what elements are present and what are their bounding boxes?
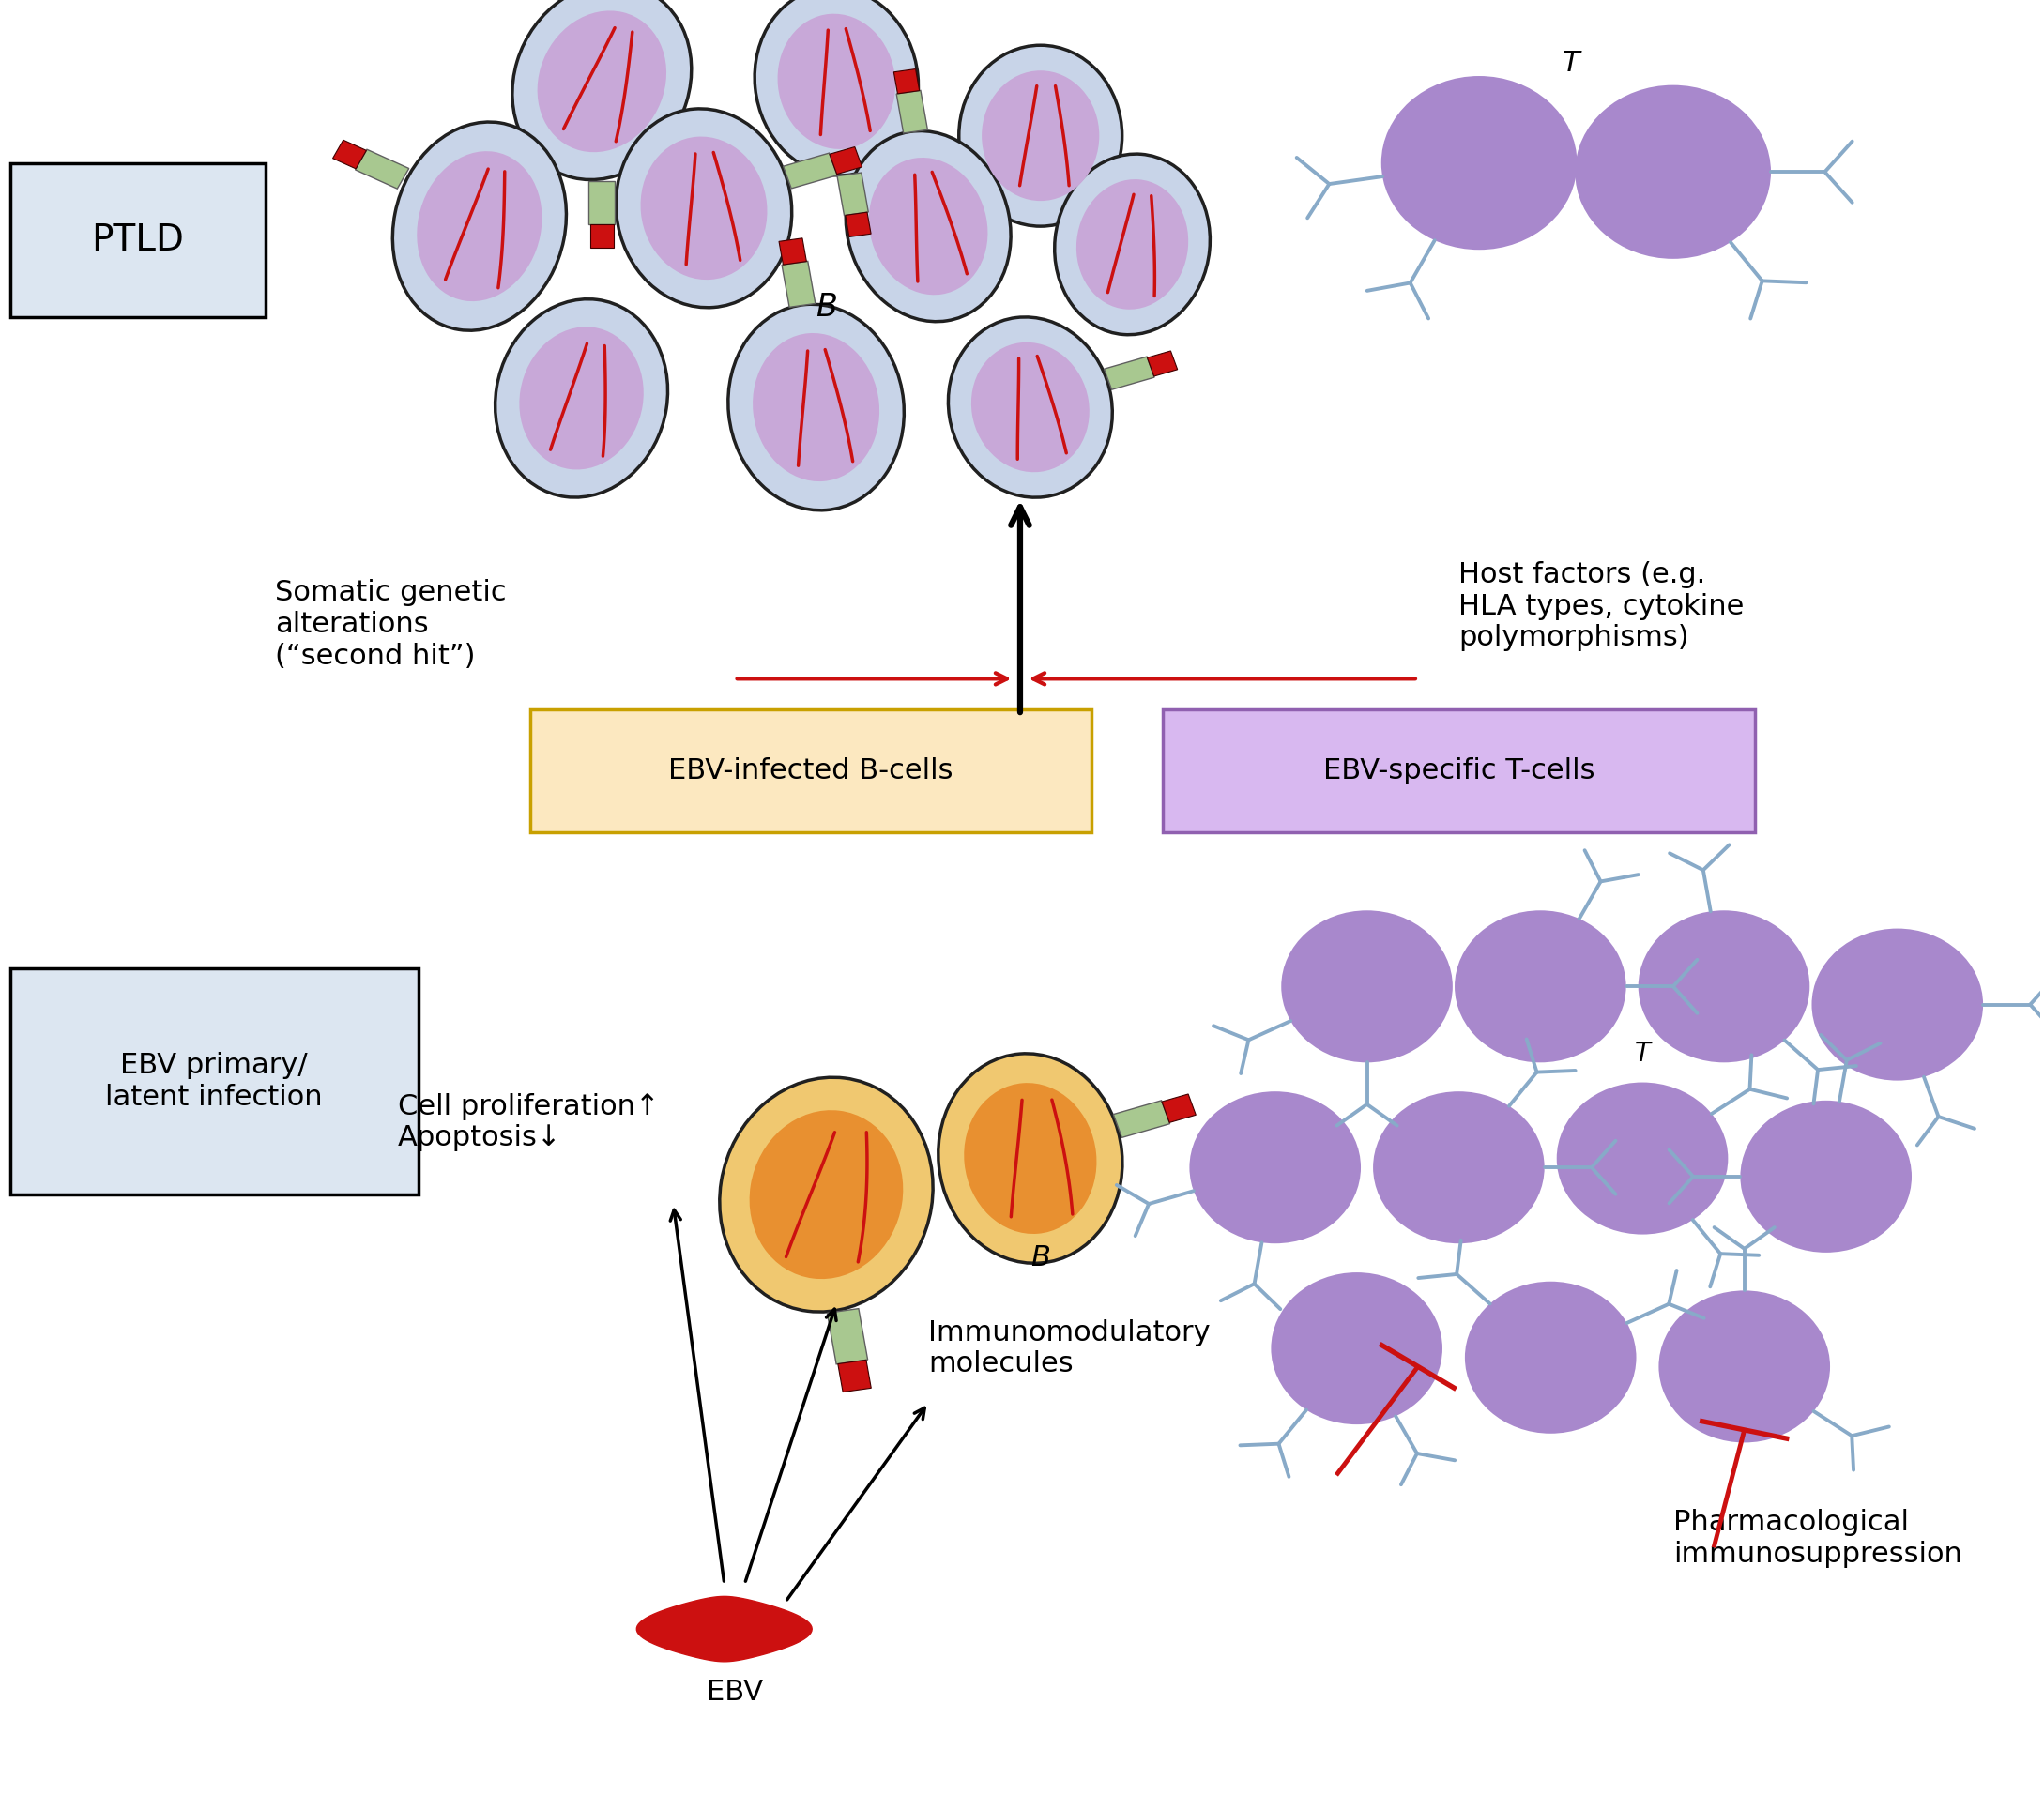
Ellipse shape xyxy=(869,157,987,295)
Ellipse shape xyxy=(1077,179,1188,310)
Text: PTLD: PTLD xyxy=(92,223,184,257)
Text: Somatic genetic
alterations
(“second hit”): Somatic genetic alterations (“second hit… xyxy=(276,579,507,670)
Circle shape xyxy=(1382,76,1578,250)
Polygon shape xyxy=(591,224,613,248)
Ellipse shape xyxy=(538,11,666,152)
Text: EBV-specific T-cells: EBV-specific T-cells xyxy=(1322,757,1594,786)
Ellipse shape xyxy=(728,304,903,510)
Text: Cell proliferation↑
Apoptosis↓: Cell proliferation↑ Apoptosis↓ xyxy=(399,1093,660,1151)
Circle shape xyxy=(1466,1281,1637,1434)
Ellipse shape xyxy=(615,109,791,308)
Ellipse shape xyxy=(948,317,1112,498)
Text: EBV primary/
latent infection: EBV primary/ latent infection xyxy=(106,1052,323,1111)
Text: T: T xyxy=(1562,49,1580,78)
Polygon shape xyxy=(897,90,928,134)
Ellipse shape xyxy=(640,136,766,281)
Circle shape xyxy=(1271,1272,1443,1424)
Polygon shape xyxy=(783,154,838,188)
Ellipse shape xyxy=(754,0,918,176)
FancyBboxPatch shape xyxy=(10,968,419,1195)
Ellipse shape xyxy=(965,1082,1096,1234)
Polygon shape xyxy=(1147,351,1177,376)
Polygon shape xyxy=(781,261,816,308)
Circle shape xyxy=(1639,910,1809,1062)
Polygon shape xyxy=(893,69,920,94)
FancyBboxPatch shape xyxy=(531,710,1091,833)
Circle shape xyxy=(1576,85,1770,259)
Circle shape xyxy=(1455,910,1627,1062)
Circle shape xyxy=(1374,1091,1545,1243)
Circle shape xyxy=(1558,1082,1727,1234)
Polygon shape xyxy=(838,172,869,215)
Polygon shape xyxy=(333,139,366,168)
Ellipse shape xyxy=(417,152,542,300)
Text: B: B xyxy=(816,291,836,324)
Ellipse shape xyxy=(971,342,1089,472)
Text: T: T xyxy=(1635,1041,1650,1066)
Ellipse shape xyxy=(938,1053,1122,1263)
Ellipse shape xyxy=(495,299,668,498)
Ellipse shape xyxy=(846,130,1012,322)
Polygon shape xyxy=(846,212,871,237)
Ellipse shape xyxy=(1055,154,1210,335)
Ellipse shape xyxy=(750,1110,903,1280)
Text: EBV: EBV xyxy=(707,1678,762,1707)
Circle shape xyxy=(1739,1100,1911,1253)
Polygon shape xyxy=(828,1309,869,1365)
Text: EBV-infected B-cells: EBV-infected B-cells xyxy=(668,757,953,786)
Polygon shape xyxy=(636,1596,811,1662)
FancyBboxPatch shape xyxy=(1163,710,1754,833)
Ellipse shape xyxy=(959,45,1122,226)
Polygon shape xyxy=(1161,1093,1196,1122)
Polygon shape xyxy=(1104,357,1155,389)
Ellipse shape xyxy=(981,71,1100,201)
Polygon shape xyxy=(1114,1100,1169,1137)
Text: Pharmacological
immunosuppression: Pharmacological immunosuppression xyxy=(1672,1510,1962,1567)
Polygon shape xyxy=(779,239,807,264)
Ellipse shape xyxy=(513,0,691,179)
Circle shape xyxy=(1190,1091,1361,1243)
Ellipse shape xyxy=(777,14,895,148)
Circle shape xyxy=(1658,1291,1829,1443)
Polygon shape xyxy=(838,1359,871,1392)
Text: B: B xyxy=(1030,1243,1051,1272)
Polygon shape xyxy=(356,150,409,188)
Circle shape xyxy=(1282,910,1453,1062)
Text: Host factors (e.g.
HLA types, cytokine
polymorphisms): Host factors (e.g. HLA types, cytokine p… xyxy=(1459,561,1744,652)
Circle shape xyxy=(1811,929,1983,1081)
Polygon shape xyxy=(830,147,863,174)
Ellipse shape xyxy=(752,333,879,481)
Ellipse shape xyxy=(392,121,566,331)
Text: Immunomodulatory
molecules: Immunomodulatory molecules xyxy=(928,1319,1210,1377)
FancyBboxPatch shape xyxy=(10,163,266,317)
Polygon shape xyxy=(589,181,615,224)
Ellipse shape xyxy=(519,328,644,469)
Ellipse shape xyxy=(719,1077,932,1312)
